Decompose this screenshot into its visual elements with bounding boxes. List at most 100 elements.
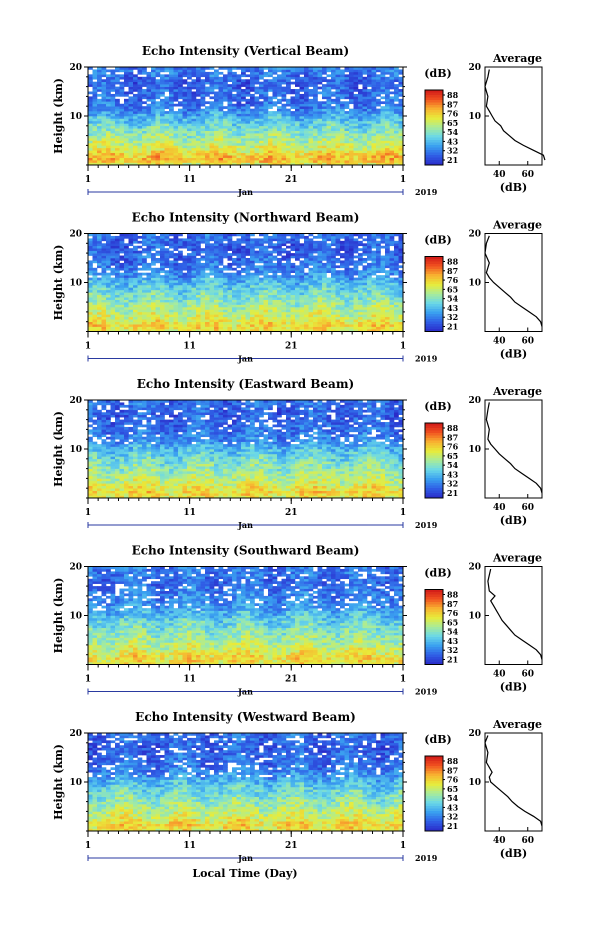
heatmap-cell — [102, 136, 107, 139]
heatmap-cell — [372, 290, 377, 293]
heatmap-cell — [363, 116, 368, 119]
heatmap-cell — [129, 260, 134, 263]
heatmap-cell — [88, 287, 93, 290]
heatmap-cell — [327, 123, 332, 126]
heatmap-cell — [367, 160, 372, 163]
heatmap-cell — [304, 256, 309, 259]
heatmap-cell — [354, 268, 359, 271]
heatmap-cell — [358, 141, 363, 144]
heatmap-cell — [205, 300, 210, 303]
heatmap-cell — [223, 155, 228, 158]
heatmap-cell — [381, 324, 386, 327]
heatmap-cell — [394, 300, 399, 303]
heatmap-cell — [268, 319, 273, 322]
heatmap-cell — [394, 77, 399, 80]
heatmap-cell — [160, 114, 165, 117]
heatmap-cell — [156, 268, 161, 271]
heatmap-cell — [165, 74, 170, 77]
heatmap-cell — [165, 128, 170, 131]
heatmap-cell — [174, 69, 179, 72]
heatmap-cell — [97, 300, 102, 303]
heatmap-cell — [147, 297, 152, 300]
heatmap-cell — [93, 287, 98, 290]
heatmap-cell — [273, 285, 278, 288]
heatmap-cell — [160, 302, 165, 305]
heatmap-cell — [169, 128, 174, 131]
heatmap-cell — [318, 143, 323, 146]
heatmap-cell — [304, 314, 309, 317]
heatmap-cell — [237, 74, 242, 77]
heatmap-cell — [318, 128, 323, 131]
heatmap-cell — [295, 106, 300, 109]
heatmap-cell — [259, 258, 264, 261]
heatmap-cell — [390, 278, 395, 281]
heatmap-cell — [390, 114, 395, 117]
heatmap-cell — [192, 275, 197, 278]
heatmap-cell — [385, 121, 390, 124]
heatmap-cell — [88, 292, 93, 295]
heatmap-cell — [264, 297, 269, 300]
heatmap-cell — [237, 285, 242, 288]
heatmap-cell — [394, 268, 399, 271]
heatmap-cell — [102, 302, 107, 305]
heatmap-cell — [394, 69, 399, 72]
heatmap-cell — [88, 290, 93, 293]
heatmap-cell — [318, 312, 323, 315]
heatmap-cell — [241, 275, 246, 278]
heatmap-cell — [210, 322, 215, 325]
heatmap-cell — [178, 109, 183, 112]
heatmap-cell — [111, 322, 116, 325]
heatmap-cell — [273, 295, 278, 298]
heatmap-cell — [291, 297, 296, 300]
heatmap-cell — [246, 101, 251, 104]
heatmap-cell — [282, 87, 287, 90]
heatmap-cell — [318, 82, 323, 85]
heatmap-cell — [111, 251, 116, 254]
heatmap-cell — [282, 319, 287, 322]
heatmap-cell — [277, 111, 282, 114]
heatmap-cell — [255, 79, 260, 82]
heatmap-cell — [304, 309, 309, 312]
heatmap-cell — [318, 153, 323, 156]
heatmap-cell — [367, 136, 372, 139]
heatmap-cell — [367, 153, 372, 156]
heatmap-cell — [165, 155, 170, 158]
heatmap-cell — [174, 89, 179, 92]
heatmap-cell — [241, 114, 246, 117]
heatmap-cell — [385, 324, 390, 327]
heatmap-cell — [327, 319, 332, 322]
heatmap-cell — [214, 126, 219, 129]
heatmap-cell — [331, 314, 336, 317]
heatmap-cell — [214, 302, 219, 305]
heatmap-cell — [88, 99, 93, 102]
heatmap-cell — [142, 126, 147, 129]
heatmap-cell — [286, 309, 291, 312]
heatmap-cell — [273, 327, 278, 330]
heatmap-cell — [340, 153, 345, 156]
heatmap-cell — [178, 273, 183, 276]
heatmap-cell — [327, 309, 332, 312]
heatmap-cell — [385, 251, 390, 254]
heatmap-cell — [358, 280, 363, 283]
heatmap-cell — [273, 69, 278, 72]
heatmap-cell — [318, 327, 323, 330]
heatmap-cell — [210, 302, 215, 305]
heatmap-cell — [390, 280, 395, 283]
heatmap-cell — [97, 133, 102, 136]
heatmap-cell — [390, 131, 395, 134]
heatmap-cell — [88, 155, 93, 158]
heatmap-cell — [169, 77, 174, 80]
heatmap-cell — [345, 322, 350, 325]
heatmap-cell — [115, 248, 120, 251]
heatmap-cell — [178, 116, 183, 119]
heatmap-cell — [385, 253, 390, 256]
heatmap-cell — [102, 133, 107, 136]
heatmap-cell — [129, 89, 134, 92]
heatmap-cell — [250, 126, 255, 129]
heatmap-cell — [282, 128, 287, 131]
heatmap-cell — [156, 133, 161, 136]
heatmap-cell — [228, 116, 233, 119]
heatmap-cell — [187, 287, 192, 290]
heatmap-cell — [196, 305, 201, 308]
heatmap-cell — [241, 89, 246, 92]
